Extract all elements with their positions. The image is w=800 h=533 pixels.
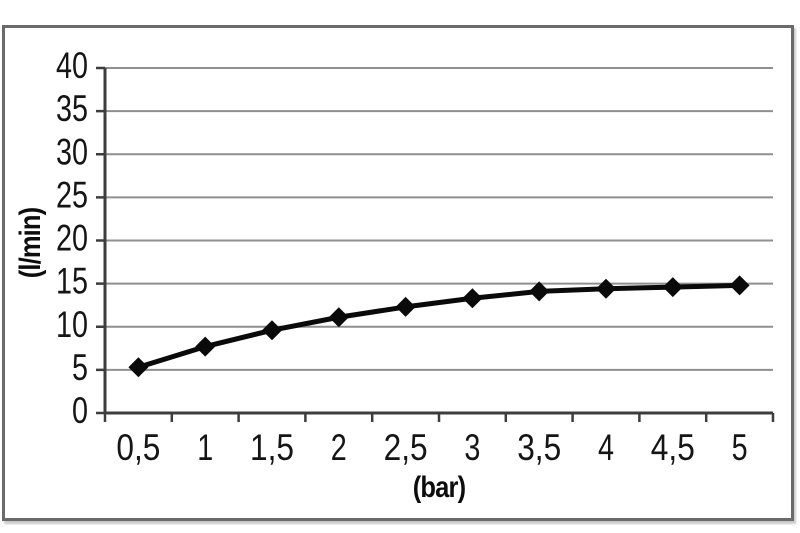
series-line: [135, 282, 743, 370]
x-tick-label: 1,5: [250, 427, 294, 468]
x-tick-label: 0,5: [116, 427, 160, 468]
y-tick-label: 5: [72, 347, 88, 388]
data-point-marker: [195, 336, 216, 357]
y-tick-label: 0: [72, 390, 88, 431]
y-tick-label: 30: [56, 131, 88, 172]
y-tick-label: 15: [56, 261, 88, 302]
y-tick-label: 10: [56, 304, 88, 345]
x-tick-label: 4: [598, 427, 614, 468]
data-point-marker: [395, 296, 416, 317]
data-point-marker: [662, 277, 683, 298]
x-tick-label: 2: [331, 427, 347, 468]
x-tick-label: 4,5: [651, 427, 695, 468]
y-tick-label: 35: [56, 88, 88, 129]
x-tick-label: 1: [197, 427, 213, 468]
x-tick-label: 5: [732, 427, 748, 468]
y-tick-label: 40: [56, 45, 88, 86]
x-tick-label: 3: [464, 427, 480, 468]
x-tick-label: 2,5: [384, 427, 428, 468]
data-point-marker: [462, 288, 483, 309]
data-point-marker: [596, 278, 616, 299]
y-tick-label: 25: [56, 174, 88, 215]
x-axis-title: (bar): [412, 471, 466, 504]
data-point-marker: [128, 357, 149, 378]
data-point-marker: [328, 307, 349, 328]
y-tick-label: 20: [56, 218, 88, 259]
data-point-marker: [529, 281, 550, 302]
figure-frame: [2, 25, 794, 521]
data-point-marker: [729, 275, 750, 296]
data-point-marker: [262, 320, 282, 341]
y-axis-title: (l/min): [14, 207, 47, 279]
x-tick-label: 3,5: [517, 427, 561, 468]
